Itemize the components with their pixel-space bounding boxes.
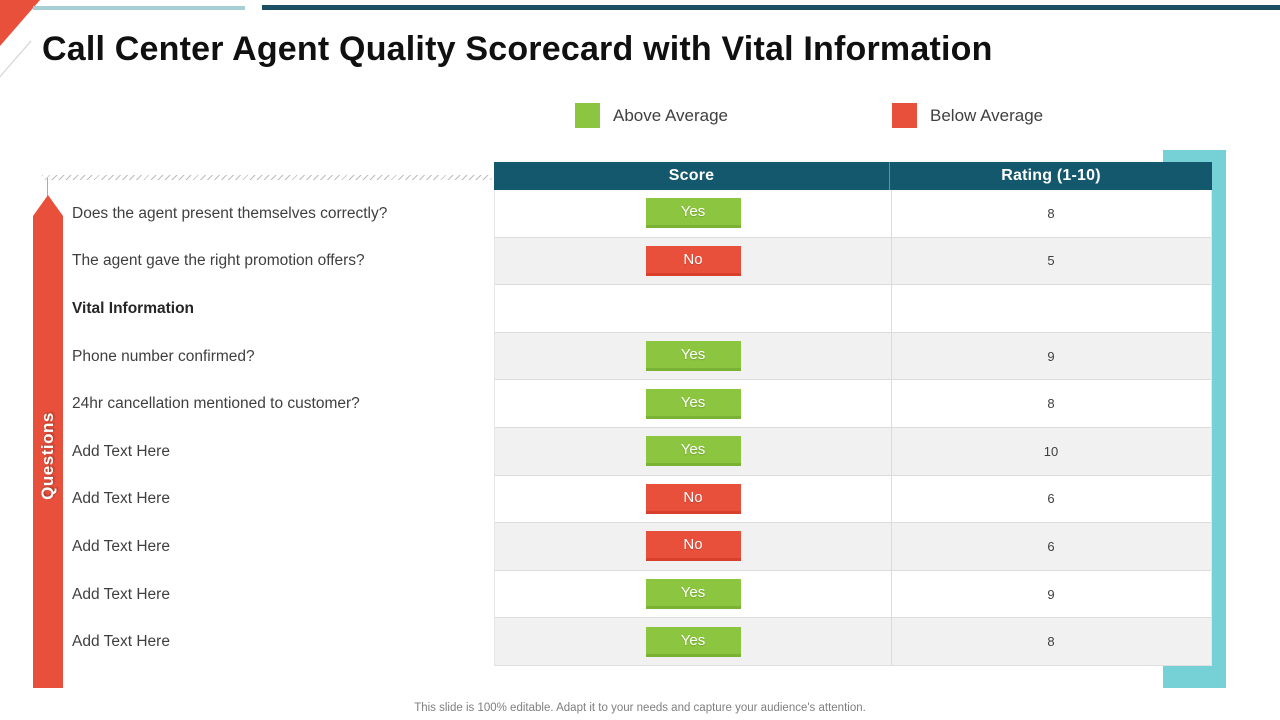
question-label: Add Text Here bbox=[72, 585, 170, 603]
question-label: Add Text Here bbox=[72, 490, 170, 508]
question-label: Does the agent present themselves correc… bbox=[72, 204, 388, 222]
score-badge-yes: Yes bbox=[645, 626, 741, 657]
score-badge-yes: Yes bbox=[645, 341, 741, 372]
score-badge-yes: Yes bbox=[645, 388, 741, 419]
hatched-leader-line bbox=[42, 175, 492, 180]
score-badge-no: No bbox=[645, 245, 741, 276]
rating-cell: 9 bbox=[1047, 348, 1055, 364]
question-section-label: Vital Information bbox=[72, 299, 195, 317]
question-label: Add Text Here bbox=[72, 442, 170, 460]
legend: Above Average Below Average bbox=[575, 103, 1043, 128]
rating-cell: 9 bbox=[1047, 586, 1055, 602]
score-cell: No bbox=[495, 238, 891, 285]
score-badge-yes: Yes bbox=[645, 436, 741, 467]
below-average-swatch bbox=[892, 103, 917, 128]
legend-label: Below Average bbox=[930, 105, 1044, 125]
score-cell: Yes bbox=[495, 571, 891, 618]
table-body: Yes 8 No 5 Yes 9 Yes 8 Yes 10 No 6 No 6 Yes 9 Yes 8 bbox=[494, 190, 1212, 666]
score-cell bbox=[495, 285, 891, 332]
rating-cell bbox=[891, 285, 1211, 332]
table-header-row: Score Rating (1-10) bbox=[494, 162, 1212, 190]
question-label: Phone number confirmed? bbox=[72, 347, 255, 365]
page-title: Call Center Agent Quality Scorecard with… bbox=[42, 30, 993, 68]
rating-cell: 5 bbox=[1047, 253, 1055, 269]
question-label: 24hr cancellation mentioned to customer? bbox=[72, 395, 360, 413]
table-row: Yes 8 bbox=[495, 617, 1211, 665]
score-badge-no: No bbox=[645, 483, 741, 514]
score-cell: Yes bbox=[495, 333, 891, 380]
score-cell: Yes bbox=[495, 618, 891, 665]
legend-item-above-average: Above Average bbox=[575, 103, 728, 128]
score-cell: No bbox=[495, 523, 891, 570]
table-row: No 5 bbox=[495, 236, 1211, 285]
rating-cell: 8 bbox=[1047, 634, 1055, 650]
table-row: Yes 9 bbox=[495, 331, 1211, 380]
questions-banner-label: Questions bbox=[38, 412, 57, 501]
rating-cell: 8 bbox=[1047, 396, 1055, 412]
questions-list: Does the agent present themselves correc… bbox=[72, 190, 492, 666]
table-row: No 6 bbox=[495, 474, 1211, 523]
questions-arrow-banner: Questions bbox=[33, 195, 63, 688]
question-label: Add Text Here bbox=[72, 537, 170, 555]
footer-note: This slide is 100% editable. Adapt it to… bbox=[414, 702, 866, 714]
rating-cell: 6 bbox=[1047, 538, 1055, 554]
above-average-swatch bbox=[575, 103, 600, 128]
legend-item-below-average: Below Average bbox=[892, 103, 1043, 128]
score-badge-no: No bbox=[645, 531, 741, 562]
score-badge-yes: Yes bbox=[645, 198, 741, 229]
table-row bbox=[495, 284, 1211, 332]
column-divider bbox=[891, 190, 892, 665]
top-rule-light bbox=[33, 6, 245, 10]
table-row: Yes 8 bbox=[495, 379, 1211, 427]
score-cell: Yes bbox=[495, 428, 891, 475]
question-label: Add Text Here bbox=[72, 633, 170, 651]
rating-cell: 8 bbox=[1047, 205, 1055, 221]
score-cell: Yes bbox=[495, 190, 891, 237]
table-row: Yes 10 bbox=[495, 426, 1211, 475]
score-cell: No bbox=[495, 476, 891, 523]
question-label: The agent gave the right promotion offer… bbox=[72, 252, 365, 270]
score-table: Score Rating (1-10) Yes 8 No 5 Yes 9 Yes 8 Yes 10… bbox=[494, 162, 1212, 666]
score-column-header: Score bbox=[494, 162, 890, 190]
score-badge-yes: Yes bbox=[645, 579, 741, 610]
score-cell: Yes bbox=[495, 380, 891, 427]
table-row: Yes 9 bbox=[495, 569, 1211, 618]
rating-column-header: Rating (1-10) bbox=[1001, 167, 1101, 184]
rating-cell: 6 bbox=[1047, 491, 1055, 507]
top-rule-dark bbox=[262, 5, 1280, 10]
table-row: No 6 bbox=[495, 522, 1211, 570]
table-row: Yes 8 bbox=[495, 190, 1211, 237]
corner-accent-line bbox=[0, 40, 32, 81]
legend-label: Above Average bbox=[613, 105, 728, 125]
arrow-connector-line bbox=[47, 178, 48, 197]
rating-cell: 10 bbox=[1043, 443, 1059, 459]
